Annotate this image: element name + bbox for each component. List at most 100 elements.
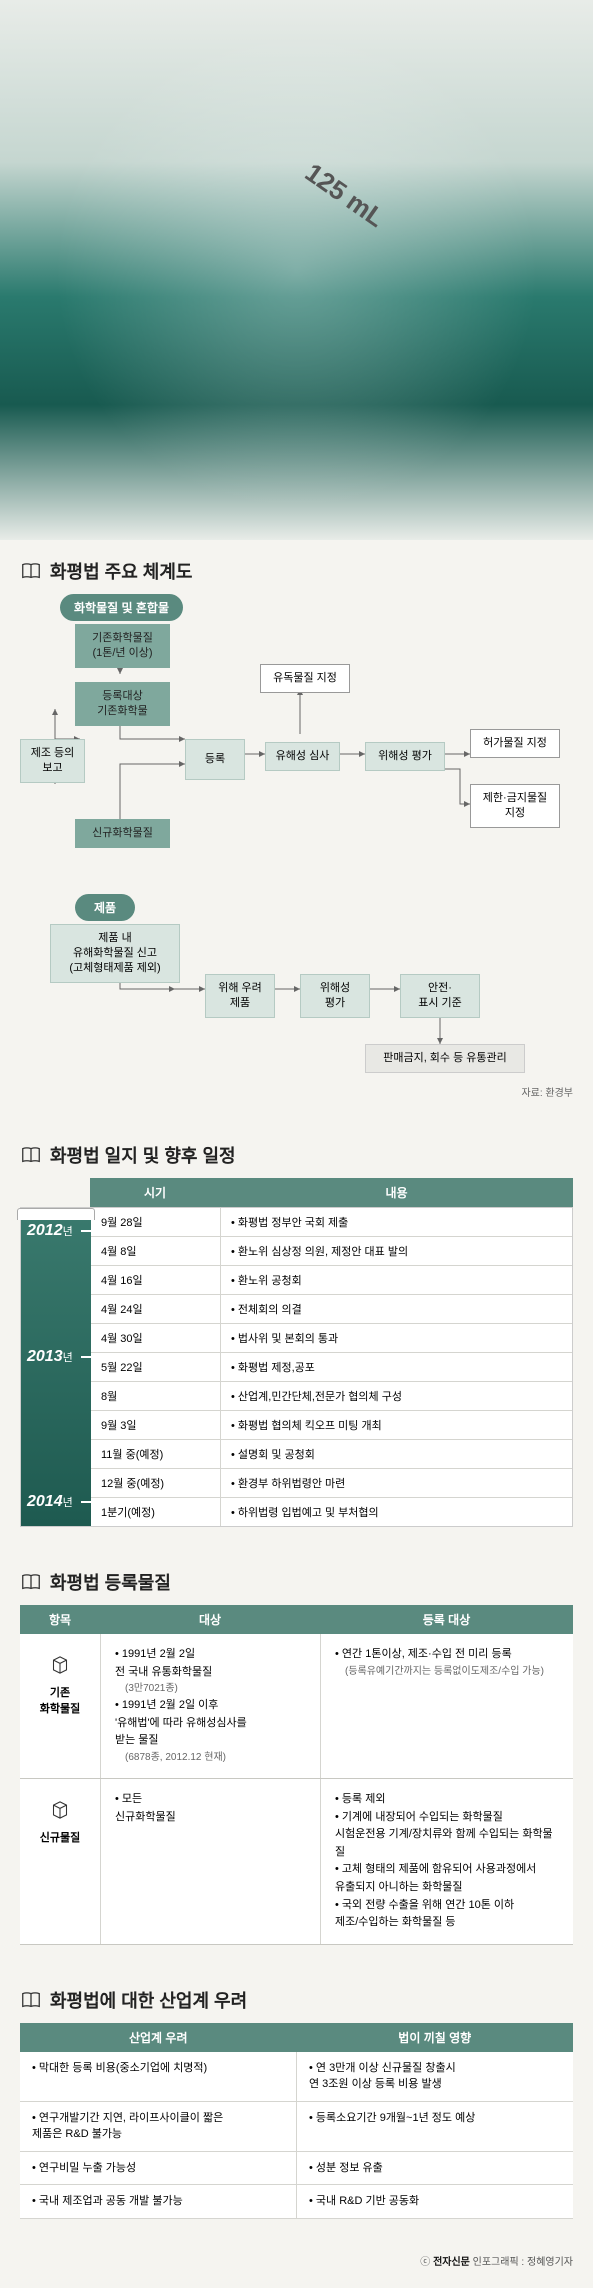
timeline-content: 산업계,민간단체,전문가 협의체 구성 — [221, 1382, 572, 1410]
registration-row: 기존화학물질 1991년 2월 2일전 국내 유통화학물질(3만7021종)19… — [20, 1634, 573, 1779]
book-icon — [20, 1989, 42, 2011]
book-icon — [20, 1571, 42, 1593]
timeline-row: 12월 중(예정)환경부 하위법령안 마련 — [91, 1469, 572, 1498]
concern-row: 연구비밀 누출 가능성성분 정보 유출 — [20, 2152, 573, 2186]
section4-heading: 화평법에 대한 산업계 우려 — [0, 1969, 593, 2023]
timeline-date: 12월 중(예정) — [91, 1469, 221, 1497]
section2-title: 화평법 일지 및 향후 일정 — [50, 1142, 236, 1168]
th-item: 항목 — [20, 1605, 100, 1634]
cube-icon — [47, 1652, 73, 1678]
timeline-date: 4월 30일 — [91, 1324, 221, 1352]
section2-heading: 화평법 일지 및 향후 일정 — [0, 1124, 593, 1178]
flow-source: 자료: 환경부 — [521, 1084, 573, 1099]
th-effect: 법이 끼칠 영향 — [297, 2023, 574, 2052]
reg-label: 신규물질 — [20, 1779, 100, 1944]
node-new: 신규화학물질 — [75, 819, 170, 848]
node-restrict: 제한·금지물질지정 — [470, 784, 560, 828]
flowchart: 화학물질 및 혼합물 기존화학물질(1톤/년 이상) 등록대상기존화학물 제조 … — [0, 594, 593, 1124]
section3-heading: 화평법 등록물질 — [0, 1551, 593, 1605]
cube-icon — [47, 1797, 73, 1823]
timeline-date: 11월 중(예정) — [91, 1440, 221, 1468]
concern-left: 국내 제조업과 공동 개발 불가능 — [20, 2185, 297, 2218]
section4-title: 화평법에 대한 산업계 우려 — [50, 1987, 247, 2013]
concern-left: 연구개발기간 지연, 라이프사이클이 짧은제품은 R&D 불가능 — [20, 2102, 297, 2151]
timeline-date: 5월 22일 — [91, 1353, 221, 1381]
concern-table: 산업계 우려 법이 끼칠 영향 막대한 등록 비용(중소기업에 치명적)연 3만… — [0, 2023, 593, 2243]
year-2013: 2013년 — [27, 1348, 73, 1366]
th-date: 시기 — [90, 1178, 220, 1207]
book-icon — [20, 560, 42, 582]
timeline-content: 법사위 및 본회의 통과 — [221, 1324, 572, 1352]
reg-target: 모든신규화학물질 — [100, 1779, 320, 1944]
timeline-row: 8월산업계,민간단체,전문가 협의체 구성 — [91, 1382, 572, 1411]
timeline-date: 4월 24일 — [91, 1295, 221, 1323]
node-toxin: 유독물질 지정 — [260, 664, 350, 693]
timeline-date: 4월 16일 — [91, 1266, 221, 1294]
timeline-content: 환노위 심상정 의원, 제정안 대표 발의 — [221, 1237, 572, 1265]
timeline: 시기 내용 2012년 2013년 2014년 9월 28일화평법 정부안 국회… — [0, 1178, 593, 1551]
timeline-content: 하위법령 입법예고 및 부처협의 — [221, 1498, 572, 1526]
concern-right: 연 3만개 이상 신규물질 창출시연 3조원 이상 등록 비용 발생 — [297, 2052, 573, 2101]
timeline-row: 4월 30일법사위 및 본회의 통과 — [91, 1324, 572, 1353]
section1-heading: 화평법 주요 체계도 — [0, 540, 593, 594]
th-concern: 산업계 우려 — [20, 2023, 297, 2052]
timeline-row: 4월 8일환노위 심상정 의원, 제정안 대표 발의 — [91, 1237, 572, 1266]
timeline-content: 환경부 하위법령안 마련 — [221, 1469, 572, 1497]
reg-reg: 연간 1톤이상, 제조·수입 전 미리 등록(등록유예기간까지는 등록없이도제조… — [320, 1634, 573, 1778]
registration-row: 신규물질 모든신규화학물질 등록 제외기계에 내장되어 수입되는 화학물질시험운… — [20, 1779, 573, 1945]
reg-reg: 등록 제외기계에 내장되어 수입되는 화학물질시험운전용 기계/장치류와 함께 … — [320, 1779, 573, 1944]
book-icon — [20, 1144, 42, 1166]
timeline-content: 환노위 공청회 — [221, 1266, 572, 1294]
th-target: 대상 — [100, 1605, 320, 1634]
node-ban: 판매금지, 회수 등 유통관리 — [365, 1044, 525, 1073]
timeline-date: 9월 3일 — [91, 1411, 221, 1439]
node-risk-eval: 위해성 평가 — [365, 742, 445, 771]
timeline-row: 9월 28일화평법 정부안 국회 제출 — [91, 1208, 572, 1237]
concern-row: 막대한 등록 비용(중소기업에 치명적)연 3만개 이상 신규물질 창출시연 3… — [20, 2052, 573, 2102]
year-2012: 2012년 — [27, 1222, 73, 1240]
timeline-content: 화평법 제정,공포 — [221, 1353, 572, 1381]
timeline-row: 11월 중(예정)설명회 및 공청회 — [91, 1440, 572, 1469]
concern-row: 연구개발기간 지연, 라이프사이클이 짧은제품은 R&D 불가능등록소요기간 9… — [20, 2102, 573, 2152]
timeline-row: 1분기(예정)하위법령 입법예고 및 부처협의 — [91, 1498, 572, 1526]
timeline-row: 9월 3일화평법 협의체 킥오프 미팅 개최 — [91, 1411, 572, 1440]
pill-product: 제품 — [75, 894, 135, 921]
concern-right: 등록소요기간 9개월~1년 정도 예상 — [297, 2102, 573, 2151]
timeline-content: 전체회의 의결 — [221, 1295, 572, 1323]
timeline-date: 1분기(예정) — [91, 1498, 221, 1526]
year-column: 2012년 2013년 2014년 — [21, 1208, 91, 1526]
hero-image — [0, 0, 593, 540]
timeline-content: 화평법 정부안 국회 제출 — [221, 1208, 572, 1236]
node-permit: 허가물질 지정 — [470, 729, 560, 758]
reg-label: 기존화학물질 — [20, 1634, 100, 1778]
pill-mixture: 화학물질 및 혼합물 — [60, 594, 183, 621]
concern-left: 연구비밀 누출 가능성 — [20, 2152, 297, 2185]
timeline-content: 화평법 협의체 킥오프 미팅 개최 — [221, 1411, 572, 1439]
node-target: 등록대상기존화학물 — [75, 682, 170, 726]
node-concern-product: 위해 우려제품 — [205, 974, 275, 1018]
concern-left: 막대한 등록 비용(중소기업에 치명적) — [20, 2052, 297, 2101]
node-register: 등록 — [185, 739, 245, 780]
timeline-content: 설명회 및 공청회 — [221, 1440, 572, 1468]
timeline-date: 8월 — [91, 1382, 221, 1410]
timeline-row: 4월 16일환노위 공청회 — [91, 1266, 572, 1295]
node-prod-report: 제품 내유해화학물질 신고(고체형태제품 제외) — [50, 924, 180, 983]
timeline-row: 4월 24일전체회의 의결 — [91, 1295, 572, 1324]
th-reg: 등록 대상 — [320, 1605, 573, 1634]
concern-right: 성분 정보 유출 — [297, 2152, 573, 2185]
timeline-row: 5월 22일화평법 제정,공포 — [91, 1353, 572, 1382]
node-risk-eval2: 위해성평가 — [300, 974, 370, 1018]
concern-right: 국내 R&D 기반 공동화 — [297, 2185, 573, 2218]
reg-target: 1991년 2월 2일전 국내 유통화학물질(3만7021종)1991년 2월 … — [100, 1634, 320, 1778]
th-content: 내용 — [220, 1178, 573, 1207]
node-hazard-exam: 유해성 심사 — [265, 742, 340, 771]
year-2014: 2014년 — [27, 1493, 73, 1511]
section1-title: 화평법 주요 체계도 — [50, 558, 192, 584]
node-report: 제조 등의보고 — [20, 739, 85, 783]
registration-table: 항목 대상 등록 대상 기존화학물질 1991년 2월 2일전 국내 유통화학물… — [0, 1605, 593, 1969]
timeline-date: 9월 28일 — [91, 1208, 221, 1236]
node-existing: 기존화학물질(1톤/년 이상) — [75, 624, 170, 668]
footer-credit: ⓒ 전자신문 인포그래픽 : 정혜영기자 — [0, 2243, 593, 2288]
section3-title: 화평법 등록물질 — [50, 1569, 171, 1595]
timeline-date: 4월 8일 — [91, 1237, 221, 1265]
